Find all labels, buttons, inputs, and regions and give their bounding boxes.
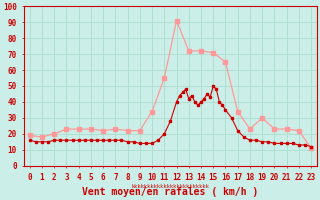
X-axis label: Vent moyen/en rafales ( km/h ): Vent moyen/en rafales ( km/h ): [82, 187, 259, 197]
Text: kkkkkkkkkkkkkkkkkkkkkkkk: kkkkkkkkkkkkkkkkkkkkkkkk: [132, 184, 209, 189]
